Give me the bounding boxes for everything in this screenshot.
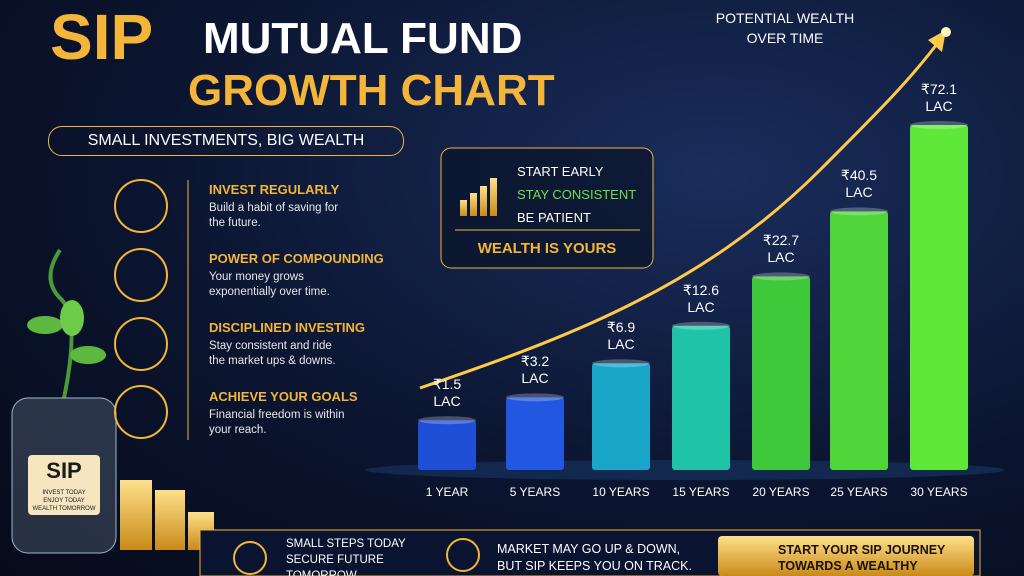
coin-stack bbox=[120, 480, 152, 550]
jar-text: ENJOY TODAY bbox=[43, 498, 85, 504]
callout-lines: START EARLY STAY CONSISTENT BE PATIENT bbox=[517, 160, 636, 229]
bar-top bbox=[418, 416, 476, 425]
x-tick-label: 1 YEAR bbox=[426, 485, 469, 499]
value-label: ₹1.5 LAC bbox=[432, 376, 462, 410]
bar bbox=[418, 420, 476, 470]
bar bbox=[592, 363, 650, 470]
title-main: MUTUAL FUND bbox=[203, 14, 523, 63]
bar-top bbox=[830, 207, 888, 216]
bar bbox=[830, 211, 888, 470]
tip-title: POWER OF COMPOUNDING bbox=[209, 251, 384, 266]
footer-right: START YOUR SIP JOURNEY TOWARDS A WEALTHY… bbox=[778, 543, 946, 576]
bar-top bbox=[910, 121, 968, 129]
tip-title: INVEST REGULARLY bbox=[209, 182, 340, 197]
bar bbox=[506, 397, 564, 470]
jar-title: SIP bbox=[46, 458, 81, 483]
tip-text: Stay consistent and ride the market ups … bbox=[209, 340, 336, 367]
growth-curve bbox=[419, 39, 942, 390]
coin-stack bbox=[155, 490, 185, 550]
leaf bbox=[27, 316, 63, 334]
bar-top bbox=[752, 272, 810, 281]
x-tick-label: 5 YEARS bbox=[510, 485, 560, 499]
callout-line: START EARLY bbox=[517, 164, 604, 179]
bar bbox=[910, 125, 968, 470]
tip: DISCIPLINED INVESTING Stay consistent and… bbox=[209, 320, 384, 389]
tip-text: Financial freedom is within your reach. bbox=[209, 409, 345, 436]
bar-top bbox=[592, 359, 650, 368]
subtitle: SMALL INVESTMENTS, BIG WEALTH bbox=[48, 126, 404, 156]
jar-text: INVEST TODAY bbox=[42, 490, 85, 496]
x-tick-label: 15 YEARS bbox=[672, 485, 729, 499]
footer-middle: MARKET MAY GO UP & DOWN, BUT SIP KEEPS Y… bbox=[497, 542, 692, 573]
x-tick-label: 10 YEARS bbox=[592, 485, 649, 499]
callout-footer: WEALTH IS YOURS bbox=[477, 240, 617, 257]
tip: ACHIEVE YOUR GOALS Financial freedom is w… bbox=[209, 389, 384, 458]
icons bbox=[114, 179, 168, 439]
tip-title: DISCIPLINED INVESTING bbox=[209, 320, 366, 335]
value-label: ₹72.1 LAC bbox=[920, 81, 958, 114]
footer-icon bbox=[446, 538, 480, 572]
callout-line: BE PATIENT bbox=[517, 210, 591, 225]
value-label: ₹22.7 LAC bbox=[762, 232, 800, 266]
footer-icon bbox=[233, 541, 267, 575]
footer-left: SMALL STEPS TODAY SECURE FUTURE TOMORROW bbox=[286, 538, 406, 576]
annotation: POTENTIAL WEALTH OVER TIME bbox=[715, 10, 855, 46]
value-label: ₹12.6 LAC bbox=[682, 281, 720, 315]
arrow-head bbox=[928, 30, 946, 52]
jar-text: WEALTH TOMORROW bbox=[33, 506, 96, 512]
value-label: ₹6.9 LAC bbox=[606, 319, 636, 353]
value-label: ₹40.5 LAC bbox=[840, 167, 878, 201]
bar bbox=[752, 276, 810, 470]
tips: INVEST REGULARLY Build a habit of saving … bbox=[209, 182, 384, 458]
title-sip: SIP bbox=[50, 1, 154, 73]
tip-title: ACHIEVE YOUR GOALS bbox=[209, 389, 358, 404]
tip-text: Your money grows exponentially over time… bbox=[209, 271, 330, 298]
value-label: ₹3.2 LAC bbox=[520, 353, 550, 387]
bar bbox=[672, 325, 730, 470]
bar-top bbox=[672, 321, 730, 330]
callout-line: STAY CONSISTENT bbox=[517, 187, 637, 202]
title-sub: GROWTH CHART bbox=[188, 66, 555, 115]
leaf bbox=[70, 346, 106, 364]
x-tick-label: 25 YEARS bbox=[830, 485, 887, 499]
x-tick-label: 30 YEARS bbox=[910, 485, 967, 499]
bar-top bbox=[506, 393, 564, 402]
footer-cta bbox=[718, 536, 974, 576]
tip-text: Build a habit of saving for the future. bbox=[209, 202, 339, 229]
callout-icon bbox=[460, 178, 497, 216]
plant bbox=[48, 248, 74, 399]
tip: INVEST REGULARLY Build a habit of saving … bbox=[209, 182, 384, 251]
tip: POWER OF COMPOUNDING Your money grows exp… bbox=[209, 251, 384, 320]
jar-label bbox=[28, 455, 100, 515]
leaf bbox=[60, 300, 84, 336]
spark bbox=[941, 27, 951, 37]
x-tick-label: 20 YEARS bbox=[752, 485, 809, 499]
